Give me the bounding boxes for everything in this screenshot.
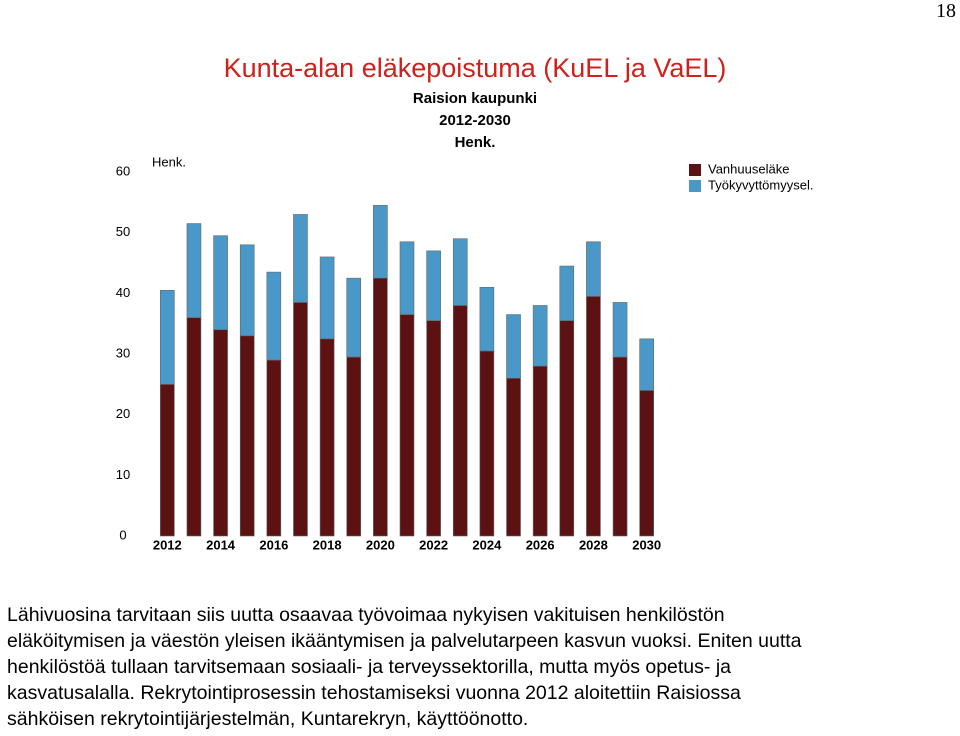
bar-segment: [506, 377, 521, 537]
x-tick-label: 2028: [579, 537, 608, 552]
y-tick-label: 40: [116, 285, 130, 300]
x-tick-label: 2024: [472, 537, 502, 552]
bar-segment: [346, 277, 362, 358]
legend-label: Työkyvyttömyysel.: [708, 177, 813, 192]
bar-segment: [612, 302, 628, 358]
bar-segment: [452, 238, 468, 306]
bar-segment: [426, 320, 441, 537]
bar-segment: [293, 214, 308, 303]
bar-segment: [160, 289, 175, 385]
x-tick-label: 2020: [366, 537, 395, 552]
x-tick-label: 2014: [206, 537, 236, 552]
chart-subtitle: Raision kaupunki: [413, 90, 537, 107]
bar-segment: [373, 205, 388, 279]
text-line: eläköitymisen ja väestön yleisen ikäänty…: [7, 630, 802, 652]
bar-segment: [213, 235, 228, 331]
bar-segment: [160, 384, 175, 537]
bar-segment: [639, 390, 654, 537]
x-tick-label: 2026: [526, 537, 555, 552]
y-tick-label: 30: [116, 345, 130, 360]
legend-label: Vanhuuseläke: [708, 161, 789, 176]
chart: Kunta-alan eläkepoistuma (KuEL ja VaEL) …: [116, 53, 814, 552]
bar-segment: [213, 329, 228, 537]
bar-segment: [532, 365, 548, 537]
bar-segment: [293, 302, 308, 537]
chart-title: Kunta-alan eläkepoistuma (KuEL ja VaEL): [224, 53, 727, 83]
bar-segment: [319, 256, 335, 340]
text-line: sähköisen rekrytointijärjestelmän, Kunta…: [7, 708, 529, 730]
page-number: 18: [936, 0, 956, 22]
legend-swatch: [689, 180, 701, 192]
bar-segment: [586, 241, 601, 297]
bar-segment: [373, 277, 388, 537]
bar-segment: [559, 265, 575, 321]
body-text: Lähivuosina tarvitaan siis uutta osaavaa…: [7, 602, 802, 732]
chart-subtitle: 2012-2030: [439, 112, 511, 129]
bar-segment: [266, 359, 282, 537]
y-tick-label: 60: [116, 163, 130, 178]
bar-segment: [559, 320, 575, 537]
text-line: henkilöstöä tullaan tarvitsemaan sosiaal…: [7, 656, 731, 678]
y-axis-label: Henk.: [152, 154, 186, 169]
bar-segment: [612, 356, 628, 537]
bar-segment: [239, 244, 255, 337]
x-tick-label: 2012: [153, 537, 182, 552]
bar-segment: [639, 338, 654, 391]
text-line: kasvatusalalla. Rekrytointiprosessin teh…: [7, 682, 741, 704]
bar-segment: [426, 250, 441, 321]
y-tick-label: 10: [116, 467, 130, 482]
x-tick-label: 2016: [259, 537, 288, 552]
bar-segment: [479, 286, 495, 352]
bar-segment: [399, 241, 415, 315]
bar-segment: [399, 314, 415, 537]
bar-segment: [319, 338, 335, 537]
bar-segment: [479, 350, 495, 537]
bar-segment: [239, 335, 255, 537]
bar-segment: [346, 356, 362, 537]
text-line: Lähivuosina tarvitaan siis uutta osaavaa…: [7, 604, 725, 626]
bar-segment: [532, 305, 548, 367]
bar-segment: [186, 223, 202, 318]
y-tick-label: 50: [116, 224, 130, 239]
bar-segment: [266, 271, 282, 361]
chart-subtitle: Henk.: [455, 134, 496, 151]
x-tick-label: 2022: [419, 537, 448, 552]
bar-segment: [586, 296, 601, 537]
x-tick-label: 2018: [313, 537, 342, 552]
bar-segment: [506, 314, 521, 379]
bar-segment: [452, 305, 468, 537]
legend-swatch: [689, 164, 701, 176]
bar-segment: [186, 317, 202, 537]
y-tick-label: 20: [116, 406, 130, 421]
y-tick-label: 0: [119, 527, 126, 542]
x-tick-label: 2030: [632, 537, 661, 552]
